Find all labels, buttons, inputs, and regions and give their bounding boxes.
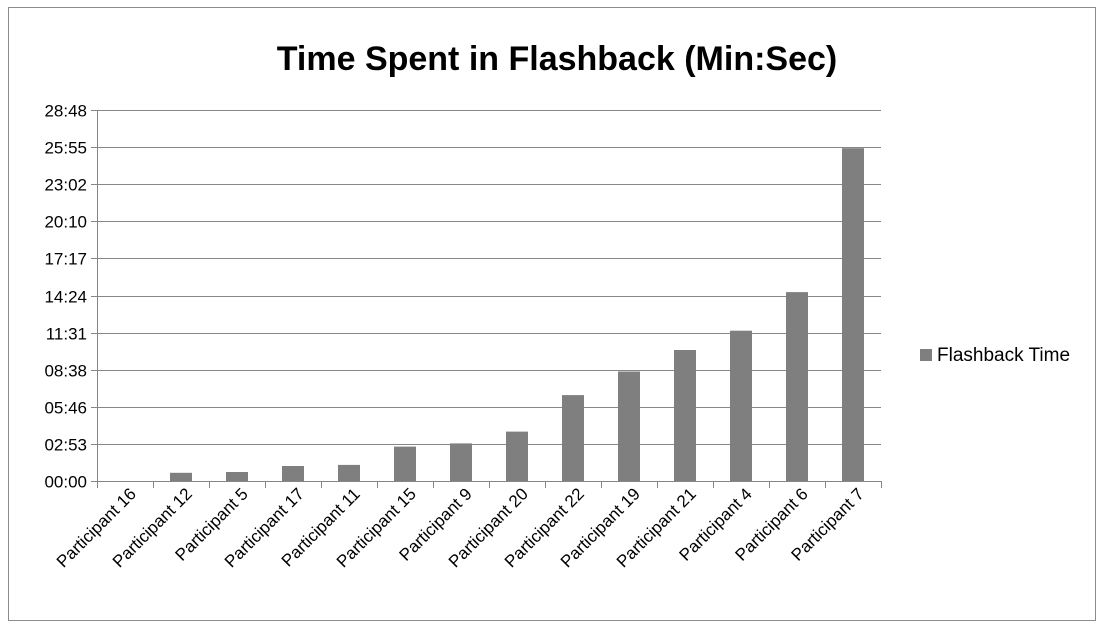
bar xyxy=(226,472,248,481)
y-tick-label: 14:24 xyxy=(44,288,87,307)
y-tick-label: 11:31 xyxy=(46,325,87,344)
bar xyxy=(562,395,584,481)
legend-swatch xyxy=(920,349,932,361)
bar xyxy=(730,330,752,481)
y-tick-label: 23:02 xyxy=(44,176,87,195)
y-tick-label: 02:53 xyxy=(44,436,87,455)
bar xyxy=(394,446,416,481)
gridlines xyxy=(97,110,881,445)
bar xyxy=(786,292,808,481)
legend: Flashback Time xyxy=(920,345,1070,366)
y-tick-label: 20:10 xyxy=(44,213,87,232)
chart-title: Time Spent in Flashback (Min:Sec) xyxy=(277,40,838,78)
bar xyxy=(618,371,640,481)
bar xyxy=(842,148,864,481)
y-tick-label: 17:17 xyxy=(44,250,87,269)
y-tick-label: 05:46 xyxy=(44,399,87,418)
bars xyxy=(170,148,864,481)
bar xyxy=(338,464,360,481)
y-tick-label: 28:48 xyxy=(44,102,87,121)
y-tick-labels: 00:00 02:53 05:46 08:38 11:31 14:24 17:17 20:10… xyxy=(44,102,87,492)
bar xyxy=(170,472,192,481)
y-tick-label: 08:38 xyxy=(44,362,87,381)
bar xyxy=(450,443,472,481)
bar xyxy=(506,431,528,481)
y-tick-label: 00:00 xyxy=(44,473,87,492)
bar xyxy=(674,350,696,481)
axes xyxy=(91,110,882,488)
chart-frame xyxy=(8,7,1096,621)
y-tick-label: 25:55 xyxy=(44,139,87,158)
bar xyxy=(282,466,304,481)
legend-label: Flashback Time xyxy=(937,345,1070,366)
